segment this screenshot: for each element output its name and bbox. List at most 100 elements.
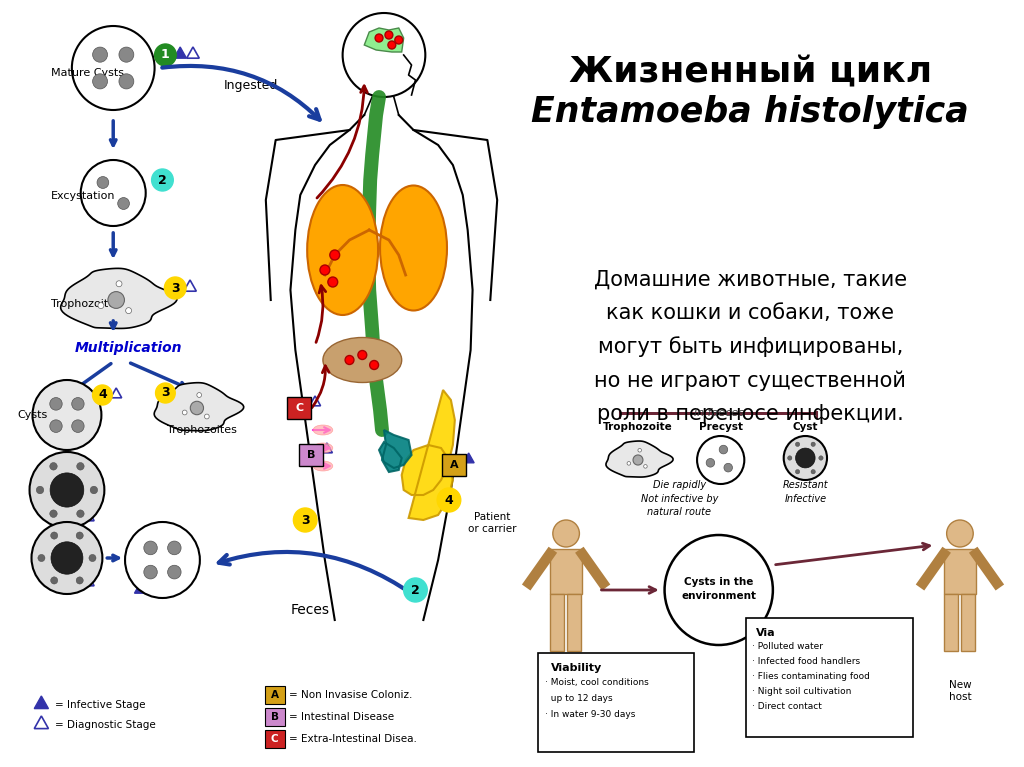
Text: Жизненный цикл: Жизненный цикл <box>568 55 932 89</box>
Polygon shape <box>186 47 200 58</box>
FancyBboxPatch shape <box>621 412 817 415</box>
Circle shape <box>345 355 354 364</box>
Bar <box>944 594 958 651</box>
FancyArrowPatch shape <box>601 587 655 594</box>
Ellipse shape <box>307 185 378 315</box>
Circle shape <box>143 541 158 555</box>
Circle shape <box>125 522 200 598</box>
Circle shape <box>357 351 367 360</box>
Text: Entamoeba histolytica: Entamoeba histolytica <box>531 95 969 129</box>
Circle shape <box>796 469 800 474</box>
Circle shape <box>168 541 181 555</box>
FancyArrowPatch shape <box>219 552 412 594</box>
Circle shape <box>156 383 175 403</box>
Polygon shape <box>34 696 48 709</box>
FancyArrowPatch shape <box>312 366 329 408</box>
Text: Домашние животные, такие
как кошки и собаки, тоже
могут быть инфицированы,
но не: Домашние животные, такие как кошки и соб… <box>594 270 907 423</box>
Circle shape <box>819 456 823 460</box>
Circle shape <box>165 277 186 299</box>
Ellipse shape <box>313 461 333 471</box>
Text: up to 12 days: up to 12 days <box>546 694 613 703</box>
Circle shape <box>119 74 134 89</box>
Circle shape <box>77 510 84 518</box>
Circle shape <box>50 463 57 470</box>
Circle shape <box>553 520 580 547</box>
Circle shape <box>787 456 792 460</box>
Circle shape <box>118 198 129 209</box>
Text: · Infected food handlers: · Infected food handlers <box>753 657 860 666</box>
Bar <box>566 594 582 651</box>
FancyBboxPatch shape <box>538 653 694 752</box>
Text: · Moist, cool conditions: · Moist, cool conditions <box>546 678 649 687</box>
Text: Trophozoites: Trophozoites <box>167 425 238 435</box>
Text: · Polluted water: · Polluted water <box>753 642 823 651</box>
Text: Mature Cysts: Mature Cysts <box>51 68 124 78</box>
Polygon shape <box>379 430 412 472</box>
Circle shape <box>50 577 57 584</box>
FancyBboxPatch shape <box>265 708 285 726</box>
Circle shape <box>388 41 396 49</box>
Text: 1: 1 <box>161 48 170 61</box>
Circle shape <box>633 455 643 465</box>
Text: · Direct contact: · Direct contact <box>753 702 822 711</box>
Circle shape <box>89 555 96 561</box>
Polygon shape <box>34 716 48 729</box>
Circle shape <box>98 303 103 308</box>
Polygon shape <box>134 582 147 593</box>
Polygon shape <box>60 268 177 328</box>
Polygon shape <box>463 453 474 463</box>
Circle shape <box>72 397 84 410</box>
Polygon shape <box>174 386 184 396</box>
Bar <box>550 594 564 651</box>
Text: B: B <box>307 450 315 460</box>
Text: · Flies contaminating food: · Flies contaminating food <box>753 672 870 681</box>
Text: 4: 4 <box>98 389 106 401</box>
Text: · In water 9-30 days: · In water 9-30 days <box>546 710 636 719</box>
Text: Ingested: Ingested <box>224 78 279 91</box>
Bar <box>550 549 583 594</box>
Circle shape <box>182 410 187 415</box>
Circle shape <box>811 442 815 446</box>
Polygon shape <box>606 441 673 477</box>
Circle shape <box>30 452 104 528</box>
Circle shape <box>190 401 204 415</box>
Circle shape <box>143 565 158 579</box>
Text: = Diagnostic Stage: = Diagnostic Stage <box>55 720 156 730</box>
Circle shape <box>707 459 715 467</box>
Text: 2: 2 <box>411 584 420 597</box>
Text: Via: Via <box>756 628 776 638</box>
Circle shape <box>92 47 108 62</box>
Polygon shape <box>148 582 161 593</box>
Circle shape <box>370 360 379 370</box>
Text: natural route: natural route <box>647 507 712 517</box>
Text: C: C <box>271 734 279 744</box>
Circle shape <box>97 176 109 189</box>
Circle shape <box>155 44 176 66</box>
Circle shape <box>92 74 108 89</box>
FancyBboxPatch shape <box>265 686 285 704</box>
Text: Feces: Feces <box>291 603 330 617</box>
Circle shape <box>644 465 647 468</box>
FancyArrowPatch shape <box>162 66 319 120</box>
Polygon shape <box>322 443 333 453</box>
Text: in faeces: in faeces <box>693 408 743 418</box>
Circle shape <box>50 397 62 410</box>
Text: New
host: New host <box>948 680 971 702</box>
Polygon shape <box>174 47 186 58</box>
Circle shape <box>205 414 209 419</box>
Circle shape <box>76 577 83 584</box>
Circle shape <box>36 486 44 494</box>
Circle shape <box>50 473 84 507</box>
Text: Cysts: Cysts <box>17 410 48 420</box>
Polygon shape <box>183 280 197 291</box>
Circle shape <box>343 13 425 97</box>
Ellipse shape <box>313 443 333 453</box>
FancyBboxPatch shape <box>288 397 311 419</box>
Circle shape <box>116 281 122 287</box>
Circle shape <box>168 565 181 579</box>
Circle shape <box>126 308 131 314</box>
Polygon shape <box>309 396 321 406</box>
Circle shape <box>50 532 57 539</box>
Text: = Non Invasise Coloniz.: = Non Invasise Coloniz. <box>290 690 413 700</box>
Text: B: B <box>270 712 279 722</box>
